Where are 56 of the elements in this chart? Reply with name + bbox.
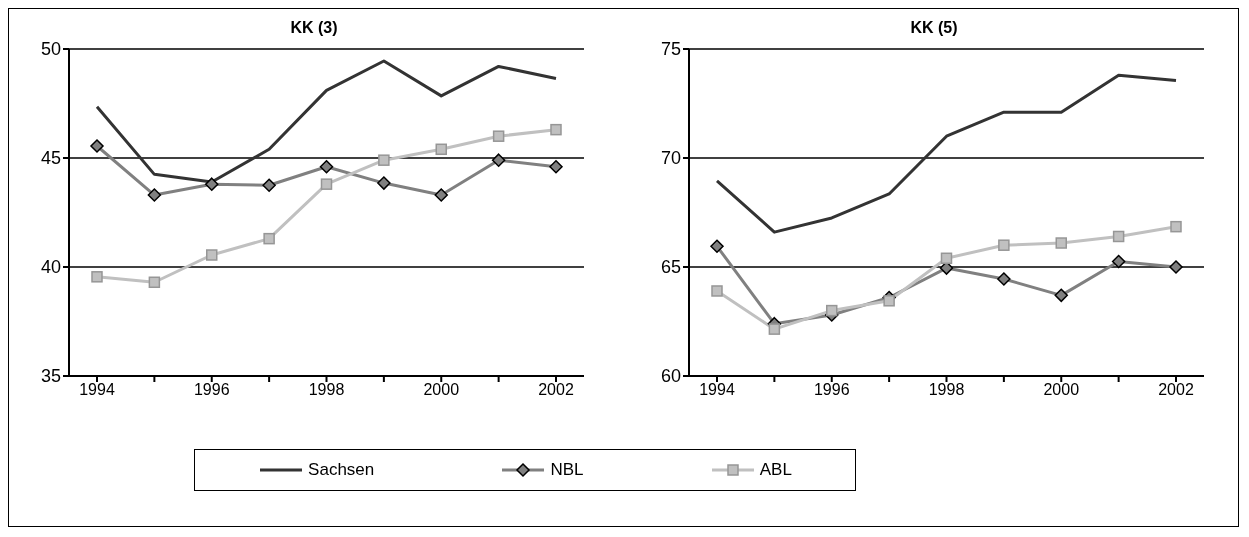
y-tick-label: 45 (40, 148, 61, 169)
y-tick-label: 60 (660, 366, 681, 387)
point (1054, 288, 1068, 303)
point (319, 159, 334, 174)
point (1055, 237, 1067, 249)
point (1111, 254, 1126, 269)
line-series (715, 73, 1178, 234)
point (1112, 230, 1125, 243)
x-tick-label: 2000 (423, 381, 460, 399)
point (710, 239, 724, 254)
y-tick-label: 75 (660, 39, 681, 60)
point (1170, 220, 1182, 233)
point (205, 177, 219, 191)
point (147, 188, 162, 202)
point (491, 153, 506, 167)
point (148, 276, 161, 289)
point (998, 239, 1010, 251)
point (711, 285, 723, 297)
x-tick-label: 1998 (308, 381, 345, 399)
y-tick-label: 40 (40, 257, 61, 278)
y-tick-label: 50 (40, 39, 61, 60)
y-tick-label: 65 (660, 257, 681, 278)
point (883, 295, 895, 307)
point (997, 272, 1011, 286)
x-tick-label: 1994 (79, 381, 115, 399)
y-tick-label: 70 (660, 148, 681, 169)
x-tick-label: 1994 (699, 381, 735, 399)
point (263, 232, 275, 245)
chart-title: KK (3) (289, 19, 339, 38)
point (826, 304, 838, 317)
x-tick-label: 2002 (538, 381, 574, 399)
point (206, 249, 218, 261)
point (90, 139, 104, 153)
point (378, 154, 390, 166)
x-tick-label: 2002 (1158, 381, 1194, 399)
point (434, 188, 448, 202)
chart-title: KK (5) (909, 19, 959, 38)
point (262, 178, 276, 192)
legend-label: ABL (759, 460, 792, 480)
y-tick-label: 35 (40, 366, 61, 387)
point (940, 252, 953, 265)
point (377, 176, 391, 190)
x-tick-label: 2000 (1043, 381, 1080, 399)
point (549, 159, 563, 174)
point (91, 271, 103, 283)
point (492, 130, 505, 142)
x-tick-label: 1996 (813, 381, 850, 399)
point (435, 143, 447, 156)
point (550, 123, 562, 136)
point (320, 178, 333, 190)
point (1169, 260, 1183, 274)
x-tick-label: 1996 (193, 381, 230, 399)
legend-label: Sachsen (308, 460, 375, 480)
x-tick-label: 1998 (928, 381, 965, 399)
point (768, 323, 781, 335)
legend-label: NBL (550, 460, 584, 480)
